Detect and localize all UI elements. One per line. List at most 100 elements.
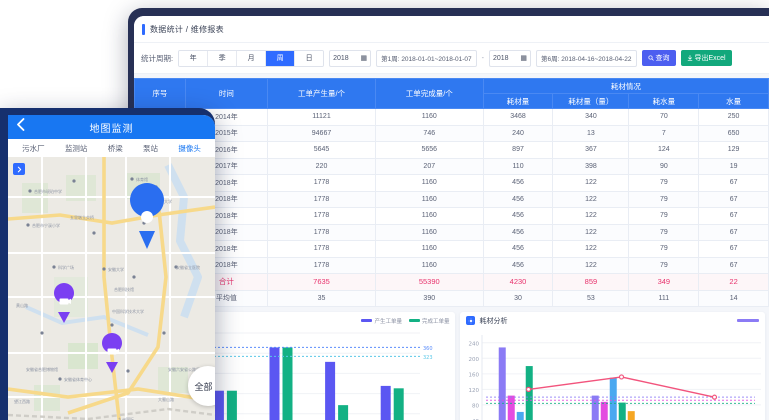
table-row[interactable]: 32016年56455656897367124129 — [134, 141, 769, 159]
table-row[interactable]: 22015年94667746240137650 — [134, 124, 769, 142]
table-row[interactable]: 102018年177811604561227967 — [134, 256, 769, 274]
table-cell-4: 456 — [482, 256, 554, 274]
col-consumable-2[interactable]: 耗材量（量） — [552, 93, 630, 109]
year-end-value: 2018 — [492, 54, 509, 62]
table-cell-4: 897 — [482, 141, 554, 159]
period-option-day[interactable]: 日 — [295, 50, 324, 66]
table-cell-4: 456 — [482, 207, 554, 225]
desktop-content: 数据统计 / 维修报表 统计周期: 年 季 月 周 日 2018 ▦ 第1周: … — [134, 16, 769, 420]
chevron-left-icon[interactable] — [16, 118, 26, 137]
charts-row: 产生工单量 完成工单量 360 323 — [134, 307, 769, 420]
table-cell-2: 7635 — [267, 273, 376, 291]
range-end-field[interactable]: 第6周: 2018-04-16~2018-04-22 — [535, 49, 637, 67]
tab-sewage-plant[interactable]: 污水厂 — [22, 143, 45, 153]
table-cell-3: 1160 — [374, 174, 484, 192]
table-cell-6: 79 — [628, 256, 700, 274]
tab-camera[interactable]: 摄像头 — [178, 143, 201, 153]
table-average-row[interactable]: 平均值 35 390 30 53 111 14 — [134, 289, 769, 307]
col-index[interactable]: 序号 — [134, 78, 186, 109]
period-label: 统计周期: — [141, 53, 174, 63]
map-view[interactable]: 合肥市琥珀中学 体育馆 安徽农业大学 合肥市宁溪小学 五里墩立交桥 安徽大学 科… — [8, 157, 215, 420]
table-cell-7: 67 — [698, 190, 769, 208]
legend-item-generated: 产生工单量 — [361, 317, 402, 325]
table-cell-2: 1778 — [267, 190, 376, 208]
range-end-value: 第6周: 2018-04-16~2018-04-22 — [540, 56, 632, 63]
query-button[interactable]: 查询 — [641, 50, 676, 66]
col-completed[interactable]: 工单完成量/个 — [374, 78, 484, 109]
table-cell-2: 1778 — [267, 223, 376, 241]
period-segmented-control[interactable]: 年 季 月 周 日 — [178, 49, 325, 67]
export-excel-button[interactable]: 导出Excel — [680, 50, 732, 66]
svg-text:160: 160 — [469, 372, 480, 378]
table-cell-6: 349 — [628, 273, 700, 291]
table-cell-6: 7 — [628, 124, 700, 142]
period-option-year[interactable]: 年 — [179, 50, 209, 66]
svg-text:安徽省体育中心: 安徽省体育中心 — [64, 376, 92, 382]
table-cell-5: 122 — [552, 207, 630, 225]
tab-pump-station[interactable]: 泵站 — [143, 143, 159, 153]
col-consumable-4[interactable]: 水量 — [698, 93, 769, 109]
selected-location-marker — [130, 183, 165, 249]
breadcrumb-text: 数据统计 / 维修报表 — [150, 24, 224, 34]
calendar-icon: ▦ — [360, 55, 368, 62]
period-option-month[interactable]: 月 — [237, 50, 267, 66]
year-start-select[interactable]: 2018 ▦ — [329, 49, 372, 67]
table-cell-7: 67 — [698, 223, 769, 241]
table-total-row[interactable]: 合计 7635 55390 4230 859 349 22 — [134, 273, 769, 291]
mobile-title: 地图监测 — [89, 123, 134, 135]
svg-text:合肥市琥珀中学: 合肥市琥珀中学 — [34, 188, 62, 194]
table-header: 序号 时间 工单产生量/个 工单完成量/个 耗材情况 耗材量 耗材量（量） 耗水… — [134, 78, 769, 109]
svg-text:望江西路: 望江西路 — [14, 398, 30, 404]
svg-text:科学广场: 科学广场 — [58, 264, 74, 270]
table-cell-2: 5645 — [267, 141, 376, 159]
table-cell-3: 1160 — [374, 240, 484, 258]
range-start-value: 第1周: 2018-01-01~2018-01-07 — [381, 56, 472, 63]
tab-monitor-station[interactable]: 监测站 — [64, 143, 88, 153]
svg-text:360: 360 — [423, 346, 433, 352]
legend-swatch-consumable — [737, 319, 759, 322]
table-cell-2: 220 — [267, 157, 376, 175]
table-cell-5: 122 — [552, 256, 630, 274]
map-all-button[interactable]: 全部 — [188, 366, 215, 406]
table-cell-7: 67 — [698, 174, 769, 192]
legend-item-completed: 完成工单量 — [408, 317, 449, 325]
table-cell-6: 79 — [628, 223, 700, 241]
period-option-week[interactable]: 周 — [266, 50, 296, 66]
col-consumable-1[interactable]: 耗材量 — [482, 93, 554, 109]
table-row[interactable]: 42017年2202071103989019 — [134, 157, 769, 175]
svg-text:九州国际: 九州国际 — [118, 416, 134, 420]
tab-bridge[interactable]: 桥梁 — [107, 143, 123, 153]
svg-text:合肥市宁溪小学: 合肥市宁溪小学 — [32, 222, 60, 228]
svg-text:中国科学技术大学: 中国科学技术大学 — [112, 308, 144, 314]
table-row[interactable]: 52018年177811604561227967 — [134, 174, 769, 192]
query-button-label: 查询 — [655, 55, 670, 62]
table-cell-2: 35 — [267, 289, 376, 307]
year-end-select[interactable]: 2018 ▦ — [488, 49, 531, 67]
table-row[interactable]: 62018年177811604561227967 — [134, 190, 769, 208]
table-cell-5: 367 — [552, 141, 630, 159]
col-generated[interactable]: 工单产生量/个 — [267, 78, 376, 109]
table-row[interactable]: 12014年111211160346834070250 — [134, 108, 769, 126]
range-start-field[interactable]: 第1周: 2018-01-01~2018-01-07 — [376, 49, 477, 67]
period-option-quarter[interactable]: 季 — [208, 50, 238, 66]
map-expand-button[interactable] — [13, 163, 25, 175]
table-cell-3: 390 — [374, 289, 484, 307]
table-cell-5: 13 — [552, 124, 630, 142]
table-cell-5: 53 — [552, 289, 630, 307]
legend-label-generated: 产生工单量 — [374, 318, 402, 325]
table-cell-4: 456 — [482, 240, 554, 258]
camera-marker-1 — [54, 283, 75, 323]
col-consumable-3[interactable]: 耗水量 — [628, 93, 700, 109]
col-time[interactable]: 时间 — [184, 78, 269, 109]
svg-text:80: 80 — [472, 403, 479, 409]
table-cell-5: 122 — [552, 223, 630, 241]
table-cell-6: 79 — [628, 207, 700, 225]
table-cell-3: 5656 — [374, 141, 484, 159]
consumable-chart-header: 耗材分析 — [460, 312, 765, 329]
work-order-chart-header: 产生工单量 完成工单量 — [136, 312, 455, 329]
svg-text:黄山路: 黄山路 — [16, 302, 28, 308]
table-cell-5: 398 — [552, 157, 630, 175]
table-row[interactable]: 82018年177811604561227967 — [134, 223, 769, 241]
